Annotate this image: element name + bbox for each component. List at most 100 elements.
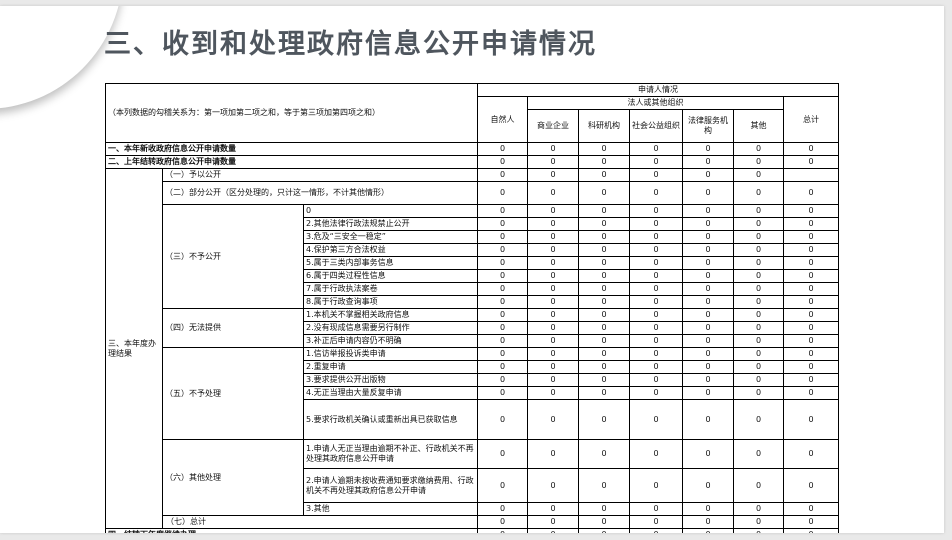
value-cell: 0 <box>527 373 580 387</box>
value-cell: 0 <box>477 439 529 469</box>
sub-item-label: 2.申请人逾期未按收费通知要求缴纳费用、行政机关不再处理其政府信息公开申请 <box>302 468 479 503</box>
value-cell: 0 <box>477 386 529 400</box>
value-cell: 0 <box>527 243 580 257</box>
value-cell: 0 <box>527 439 580 469</box>
sub-item-label: 0 <box>302 204 479 218</box>
value-cell: 0 <box>629 204 684 218</box>
value-cell: 0 <box>527 386 580 400</box>
value-cell: 0 <box>733 269 785 283</box>
value-cell: 0 <box>682 230 735 244</box>
value-cell: 0 <box>578 373 631 387</box>
total-value-cell: 0 <box>783 360 840 374</box>
value-cell: 0 <box>629 282 684 296</box>
value-cell: 0 <box>477 515 529 529</box>
value-cell: 0 <box>578 269 631 283</box>
category-label: （二）部分公开（区分处理的，只计这一情形，不计其他情形） <box>161 181 479 205</box>
sub-item-label: 1.本机关不掌握相关政府信息 <box>302 308 479 322</box>
value-cell: 0 <box>527 321 580 335</box>
total-value-cell: 0 <box>783 347 840 361</box>
value-cell: 0 <box>578 282 631 296</box>
total-value-cell: 0 <box>783 439 840 469</box>
value-cell: 0 <box>629 243 684 257</box>
value-cell: 0 <box>682 204 735 218</box>
value-cell: 0 <box>578 386 631 400</box>
total-value-cell: 0 <box>783 528 840 533</box>
value-cell: 0 <box>578 230 631 244</box>
row-label: 四、结转下年度继续办理 <box>104 528 479 533</box>
value-cell: 0 <box>477 269 529 283</box>
header-org-column: 法律服务机构 <box>682 109 735 143</box>
value-cell: 0 <box>477 321 529 335</box>
value-cell: 0 <box>682 399 735 440</box>
value-cell: 0 <box>527 334 580 348</box>
group-label: （四）无法提供 <box>162 308 304 348</box>
sub-item-label: 2.没有现成信息需要另行制作 <box>302 321 479 335</box>
value-cell: 0 <box>733 439 785 469</box>
row-label: 一、本年新收政府信息公开申请数量 <box>104 142 479 156</box>
value-cell: 0 <box>527 295 580 309</box>
sub-item-label: 8.属于行政查询事项 <box>302 295 479 309</box>
total-value-cell: 0 <box>783 243 840 257</box>
value-cell: 0 <box>733 155 785 169</box>
value-cell: 0 <box>629 269 684 283</box>
sub-item-label: 1.信访举报投诉类申请 <box>302 347 479 361</box>
page-title: 三、收到和处理政府信息公开申请情况 <box>104 29 597 60</box>
total-value-cell: 0 <box>783 515 840 529</box>
sub-item-label: 3.其他 <box>302 502 479 516</box>
total-value-cell: 0 <box>783 230 840 244</box>
value-cell: 0 <box>682 168 735 182</box>
value-cell: 0 <box>477 360 529 374</box>
value-cell: 0 <box>477 282 529 296</box>
value-cell: 0 <box>682 373 735 387</box>
value-cell: 0 <box>629 386 684 400</box>
sub-item-label: 3.要求提供公开出版物 <box>302 373 479 387</box>
value-cell: 0 <box>527 256 580 270</box>
value-cell: 0 <box>629 373 684 387</box>
value-cell: 0 <box>682 155 735 169</box>
value-cell: 0 <box>733 217 785 231</box>
value-cell: 0 <box>477 308 529 322</box>
total-value-cell: 0 <box>783 502 840 516</box>
value-cell: 0 <box>578 168 631 182</box>
value-cell: 0 <box>578 468 631 503</box>
value-cell: 0 <box>629 168 684 182</box>
value-cell: 0 <box>629 347 684 361</box>
total-value-cell: 0 <box>783 256 840 270</box>
value-cell: 0 <box>527 360 580 374</box>
total-value-cell: 0 <box>783 181 840 205</box>
value-cell: 0 <box>733 282 785 296</box>
value-cell: 0 <box>682 217 735 231</box>
value-cell: 0 <box>733 230 785 244</box>
total-value-cell: 0 <box>783 399 840 440</box>
value-cell: 0 <box>527 468 580 503</box>
value-cell: 0 <box>682 295 735 309</box>
value-cell: 0 <box>629 468 684 503</box>
value-cell: 0 <box>477 334 529 348</box>
category-label: （一）予以公开 <box>161 168 479 182</box>
value-cell: 0 <box>733 347 785 361</box>
total-value-cell: 0 <box>783 204 840 218</box>
value-cell: 0 <box>682 243 735 257</box>
total-value-cell: 0 <box>783 269 840 283</box>
total-value-cell: 0 <box>783 217 840 231</box>
value-cell: 0 <box>629 334 684 348</box>
value-cell: 0 <box>682 386 735 400</box>
value-cell: 0 <box>629 360 684 374</box>
value-cell: 0 <box>477 528 529 533</box>
value-cell: 0 <box>477 502 529 516</box>
value-cell: 0 <box>682 515 735 529</box>
value-cell: 0 <box>477 295 529 309</box>
value-cell: 0 <box>629 308 684 322</box>
sub-item-label: 4.保护第三方合法权益 <box>302 243 479 257</box>
value-cell: 0 <box>629 181 684 205</box>
value-cell: 0 <box>682 256 735 270</box>
value-cell: 0 <box>578 515 631 529</box>
sub-item-label: 2.其他法律行政法规禁止公开 <box>302 217 479 231</box>
value-cell: 0 <box>578 321 631 335</box>
value-cell: 0 <box>733 168 785 182</box>
value-cell: 0 <box>682 308 735 322</box>
value-cell: 0 <box>682 321 735 335</box>
value-cell: 0 <box>527 204 580 218</box>
total-value-cell: 0 <box>783 155 840 169</box>
value-cell: 0 <box>629 142 684 156</box>
